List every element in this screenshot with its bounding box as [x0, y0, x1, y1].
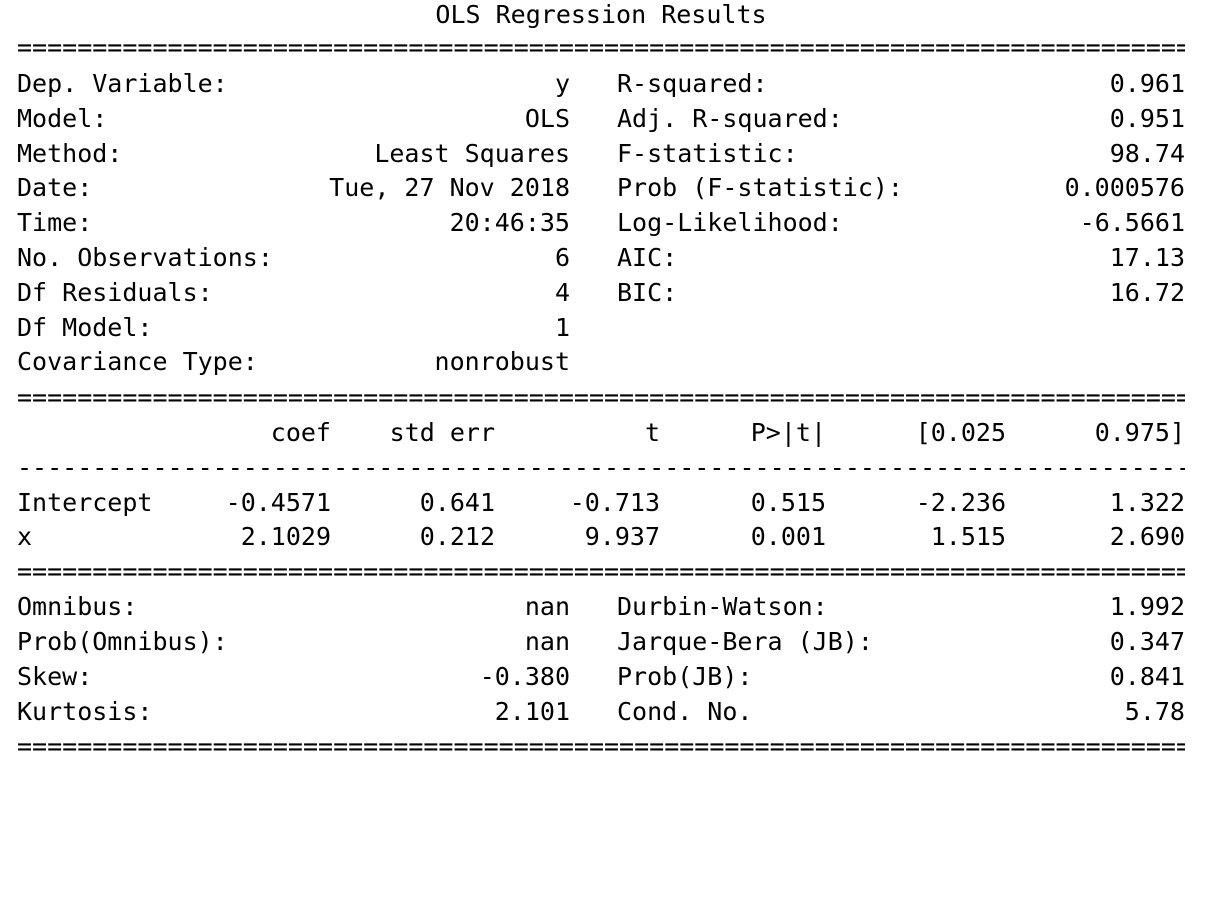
diagnostic-value: 5.78 — [1124, 697, 1185, 726]
fit-stat-value: 0.951 — [1109, 104, 1185, 133]
fit-stat-label: AIC: — [617, 243, 678, 272]
coef-row-name: x — [17, 522, 33, 551]
model-info-label: Df Model: — [17, 313, 153, 342]
coef-cell: 2.690 — [1109, 522, 1185, 551]
coef-header: t — [644, 418, 660, 447]
fit-stat-label: F-statistic: — [617, 139, 798, 168]
model-info-value: y — [554, 69, 570, 98]
diagnostic-row: Omnibus: nan Durbin-Watson: 1.992 — [17, 590, 1185, 624]
model-info-value: 4 — [554, 278, 570, 307]
model-info-row: Method: Least Squares F-statistic: 98.74 — [17, 137, 1185, 171]
diagnostic-value: 0.347 — [1109, 627, 1185, 656]
model-info-value: 6 — [554, 243, 570, 272]
model-info-value: Tue, 27 Nov 2018 — [329, 173, 570, 202]
model-info-value: 20:46:35 — [449, 208, 570, 237]
model-info-row: Model: OLS Adj. R-squared: 0.951 — [17, 102, 1185, 136]
fit-stat-value: 0.961 — [1109, 69, 1185, 98]
diagnostic-value: nan — [524, 592, 570, 621]
model-info-row: Covariance Type: nonrobust — [17, 345, 1185, 379]
double-rule: ========================================… — [17, 557, 1185, 586]
double-rule: ========================================… — [17, 33, 1185, 62]
diagnostic-row: Skew: -0.380 Prob(JB): 0.841 — [17, 660, 1185, 694]
diagnostic-label: Cond. No. — [617, 697, 753, 726]
diagnostic-label: Jarque-Bera (JB): — [617, 627, 873, 656]
fit-stat-value: 17.13 — [1109, 243, 1185, 272]
diagnostic-label: Omnibus: — [17, 592, 138, 621]
coef-cell: -0.713 — [569, 488, 660, 517]
diagnostic-value: 2.101 — [494, 697, 570, 726]
coef-header-row: coef std err t P>|t| [0.025 0.975] — [17, 416, 1185, 450]
diagnostic-label: Durbin-Watson: — [617, 592, 828, 621]
single-rule: ----------------------------------------… — [17, 453, 1185, 482]
diagnostic-value: -0.380 — [479, 662, 570, 691]
diagnostic-row: Prob(Omnibus): nan Jarque-Bera (JB): 0.3… — [17, 625, 1185, 659]
diagnostic-label: Prob(JB): — [617, 662, 753, 691]
coef-row: Intercept -0.4571 0.641 -0.713 0.515 -2.… — [17, 486, 1185, 520]
coef-row-name: Intercept — [17, 488, 153, 517]
model-info-label: Covariance Type: — [17, 347, 258, 376]
summary-title: OLS Regression Results — [435, 0, 767, 29]
model-info-value: 1 — [554, 313, 570, 342]
model-info-value: nonrobust — [434, 347, 570, 376]
coef-cell: 0.001 — [750, 522, 826, 551]
model-info-value: OLS — [524, 104, 570, 133]
diagnostic-value: 0.841 — [1109, 662, 1185, 691]
coef-cell: 0.641 — [419, 488, 495, 517]
fit-stat-label: Prob (F-statistic): — [617, 173, 903, 202]
coef-cell: -0.4571 — [225, 488, 331, 517]
model-info-label: Method: — [17, 139, 123, 168]
model-info-label: Time: — [17, 208, 93, 237]
coef-cell: 2.1029 — [240, 522, 331, 551]
double-rule: ========================================… — [17, 383, 1185, 412]
coef-header: [0.025 — [915, 418, 1006, 447]
coef-header: P>|t| — [750, 418, 826, 447]
fit-stat-label: Adj. R-squared: — [617, 104, 843, 133]
model-info-row: Dep. Variable: y R-squared: 0.961 — [17, 67, 1185, 101]
diagnostic-row: Kurtosis: 2.101 Cond. No. 5.78 — [17, 695, 1185, 729]
model-info-label: Dep. Variable: — [17, 69, 228, 98]
coef-row: x 2.1029 0.212 9.937 0.001 1.515 2.690 — [17, 520, 1185, 554]
coef-header: std err — [389, 418, 495, 447]
coef-cell: 0.515 — [750, 488, 826, 517]
model-info-row: Df Residuals: 4 BIC: 16.72 — [17, 276, 1185, 310]
coef-cell: -2.236 — [915, 488, 1006, 517]
fit-stat-value: 98.74 — [1109, 139, 1185, 168]
model-info-row: No. Observations: 6 AIC: 17.13 — [17, 241, 1185, 275]
diagnostic-value: nan — [524, 627, 570, 656]
fit-stat-value: 0.000576 — [1064, 173, 1185, 202]
model-info-label: Df Residuals: — [17, 278, 213, 307]
fit-stat-label: Log-Likelihood: — [617, 208, 843, 237]
fit-stat-value: 16.72 — [1109, 278, 1185, 307]
model-info-row: Date: Tue, 27 Nov 2018 Prob (F-statistic… — [17, 171, 1185, 205]
fit-stat-label: BIC: — [617, 278, 678, 307]
coef-cell: 9.937 — [584, 522, 660, 551]
coef-cell: 1.322 — [1109, 488, 1185, 517]
double-rule: ========================================… — [17, 732, 1185, 761]
diagnostic-label: Skew: — [17, 662, 93, 691]
model-info-row: Time: 20:46:35 Log-Likelihood: -6.5661 — [17, 206, 1185, 240]
coef-header: 0.975] — [1094, 418, 1185, 447]
diagnostic-label: Kurtosis: — [17, 697, 153, 726]
model-info-row: Df Model: 1 — [17, 311, 1185, 345]
model-info-label: No. Observations: — [17, 243, 273, 272]
model-info-label: Model: — [17, 104, 108, 133]
fit-stat-value: -6.5661 — [1079, 208, 1185, 237]
fit-stat-label: R-squared: — [617, 69, 768, 98]
diagnostic-value: 1.992 — [1109, 592, 1185, 621]
diagnostic-label: Prob(Omnibus): — [17, 627, 228, 656]
coef-header: coef — [270, 418, 331, 447]
model-info-value: Least Squares — [374, 139, 570, 168]
coef-cell: 1.515 — [930, 522, 1006, 551]
coef-cell: 0.212 — [419, 522, 495, 551]
model-info-label: Date: — [17, 173, 93, 202]
